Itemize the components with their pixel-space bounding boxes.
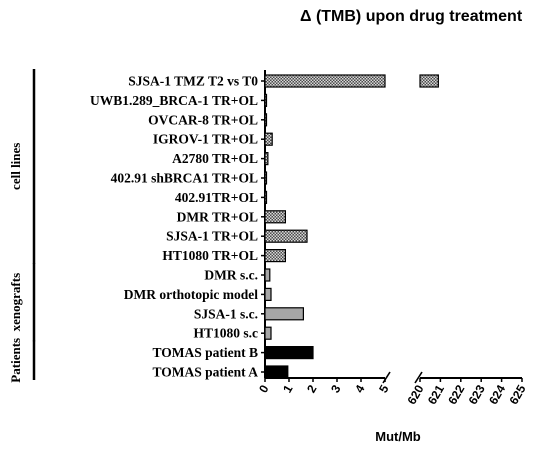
- category-label: TOMAS patient B: [152, 345, 258, 360]
- bar: [264, 268, 271, 282]
- bar: [264, 287, 272, 301]
- plot-area: SJSA-1 TMZ T2 vs T0 UWB1.289_BRCA-1 TR+OL…: [8, 69, 529, 407]
- bar: [264, 113, 268, 127]
- bar: [264, 346, 314, 360]
- bar: [264, 74, 386, 88]
- group-label: Patients: [8, 338, 23, 383]
- x-tick-label: 622: [445, 382, 467, 407]
- x-tick-label: 621: [425, 382, 447, 407]
- category-label: TOMAS patient A: [152, 365, 258, 380]
- category-label: DMR TR+OL: [177, 209, 258, 224]
- group-label: cell lines: [8, 143, 23, 190]
- category-label: DMR orthotopic model: [124, 287, 258, 302]
- category-label: OVCAR-8 TR+OL: [148, 112, 258, 127]
- x-tick-label: 623: [466, 382, 488, 407]
- bar: [264, 229, 308, 243]
- x-axis-label: Mut/Mb: [375, 429, 421, 444]
- bar: [264, 249, 286, 263]
- category-label: DMR s.c.: [204, 268, 258, 283]
- category-label: 402.91 shBRCA1 TR+OL: [111, 171, 258, 186]
- x-tick-label: 1: [280, 382, 296, 395]
- bar: [264, 210, 286, 224]
- x-tick-label: 5: [376, 382, 392, 395]
- x-tick-label: 4: [352, 382, 368, 395]
- category-label: UWB1.289_BRCA-1 TR+OL: [90, 93, 258, 108]
- category-label: HT1080 s.c: [193, 326, 258, 341]
- category-label: A2780 TR+OL: [172, 151, 258, 166]
- x-tick-label: 2: [304, 382, 320, 395]
- category-label: 402.91TR+OL: [175, 190, 258, 205]
- category-label: HT1080 TR+OL: [162, 248, 258, 263]
- x-tick-label: 625: [506, 382, 528, 407]
- group-label: xenografts: [8, 273, 23, 332]
- bar: [264, 326, 272, 340]
- bar: [264, 307, 305, 321]
- bar: [264, 152, 269, 166]
- bar: [264, 171, 268, 185]
- axis-break-mark: [382, 371, 391, 384]
- x-tick-label: 3: [328, 382, 344, 395]
- category-label: SJSA-1 s.c.: [194, 306, 258, 321]
- chart-title: Δ (TMB) upon drug treatment: [300, 8, 523, 25]
- axis-break-mark: [414, 371, 423, 384]
- category-label: SJSA-1 TMZ T2 vs T0: [128, 74, 258, 89]
- x-tick-label: 624: [486, 382, 508, 407]
- category-label: IGROV-1 TR+OL: [153, 132, 258, 147]
- category-label: SJSA-1 TR+OL: [166, 229, 258, 244]
- x-tick-label: 620: [404, 382, 426, 407]
- bar: [264, 190, 268, 204]
- bar: [264, 365, 289, 379]
- bar-continued: [419, 74, 439, 88]
- bar: [264, 93, 268, 108]
- bar: [264, 132, 273, 146]
- x-tick-label: 0: [256, 382, 272, 395]
